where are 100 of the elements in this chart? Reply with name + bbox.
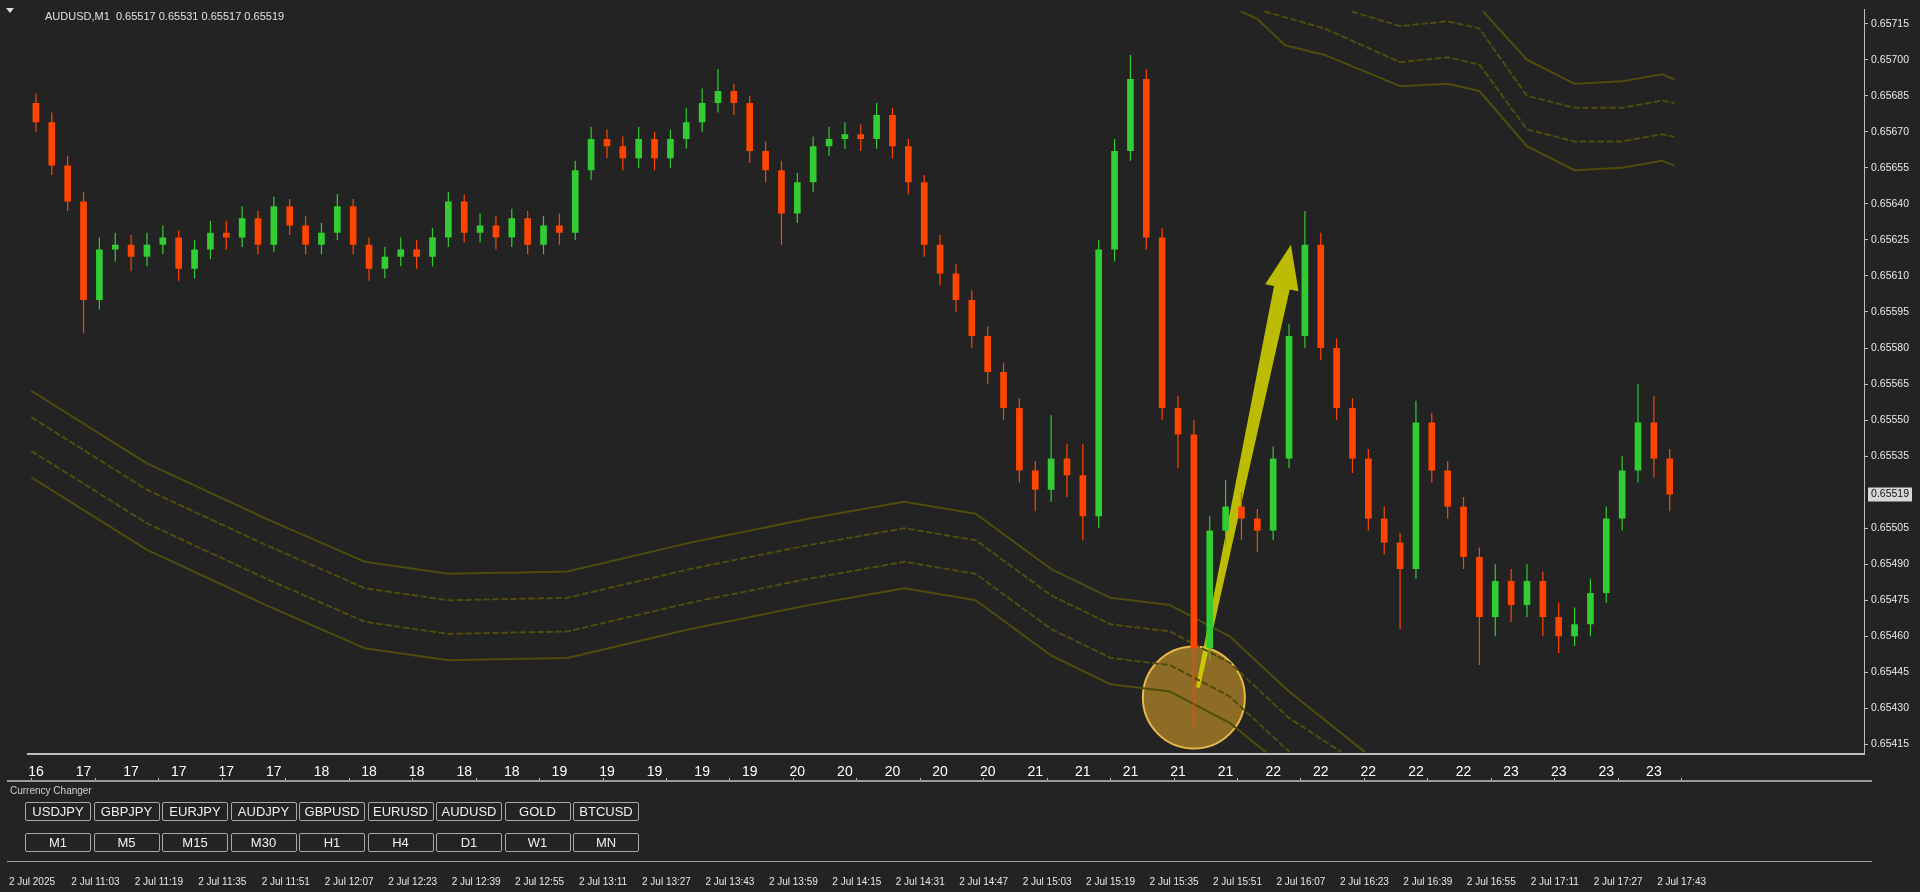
x-tick-label: 2 Jul 16:07 bbox=[1276, 875, 1326, 887]
x-tick-label: 2 Jul 11:51 bbox=[261, 875, 311, 887]
toggle-button: M15 bbox=[162, 833, 228, 852]
candlestick bbox=[1555, 602, 1563, 654]
y-tick-label: 0.65490 bbox=[1871, 557, 1910, 570]
y-tick-label: 0.65670 bbox=[1871, 124, 1910, 137]
x-tick-label: 2 Jul 13:59 bbox=[768, 875, 819, 887]
candlestick bbox=[127, 234, 135, 272]
x-tick-label: 2 Jul 15:35 bbox=[1149, 875, 1199, 887]
candlestick bbox=[191, 239, 198, 279]
candlestick bbox=[286, 198, 294, 236]
y-tick-label: 0.65595 bbox=[1871, 304, 1910, 317]
candlestick bbox=[207, 220, 214, 260]
x2-tick-label: 17 bbox=[75, 763, 92, 780]
y-tick-label: 0.65640 bbox=[1871, 196, 1910, 209]
x-tick-label: 2 Jul 17:11 bbox=[1530, 875, 1580, 887]
x2-tick-label: 17 bbox=[123, 763, 140, 780]
toggle-button: AUDUSD bbox=[436, 802, 502, 821]
y-tick-label: 0.65580 bbox=[1871, 340, 1910, 353]
x2-tick-label: 22 bbox=[1455, 763, 1472, 780]
x2-tick-label: 19 bbox=[646, 763, 663, 780]
y-tick-label: 0.65550 bbox=[1871, 412, 1910, 425]
y-tick-label: 0.65505 bbox=[1871, 521, 1910, 534]
text: Currency Changer bbox=[10, 785, 92, 796]
x-tick-label: 2 Jul 14:31 bbox=[895, 875, 946, 887]
candlestick bbox=[1571, 606, 1578, 647]
x-tick-label: 2 Jul 11:19 bbox=[134, 875, 184, 887]
x-tick-label: 2 Jul 17:27 bbox=[1593, 875, 1644, 887]
candlestick bbox=[238, 205, 246, 248]
line-series bbox=[1264, 10, 1675, 143]
x-tick-label: 2 Jul 15:19 bbox=[1086, 875, 1136, 887]
x2-tick-label: 18 bbox=[313, 763, 330, 780]
x-tick-label: 2 Jul 15:51 bbox=[1213, 875, 1263, 887]
x-tick-label: 2 Jul 12:07 bbox=[324, 875, 375, 887]
candlestick bbox=[111, 232, 119, 263]
x2-tick-label: 20 bbox=[932, 763, 949, 780]
x-tick-label: 2 Jul 12:55 bbox=[515, 875, 565, 887]
x2-tick-label: 18 bbox=[361, 763, 378, 780]
candlestick bbox=[651, 131, 658, 171]
line-series bbox=[1351, 10, 1675, 109]
candlestick bbox=[413, 239, 420, 270]
x2-tick-label: 22 bbox=[1265, 763, 1282, 780]
toggle-button: EURJPY bbox=[162, 802, 228, 821]
candlestick bbox=[381, 246, 389, 279]
y-tick-label: 0.65565 bbox=[1871, 376, 1910, 389]
x-tick-label: 2 Jul 17:43 bbox=[1657, 875, 1707, 887]
x2-tick-label: 23 bbox=[1503, 763, 1520, 780]
candlestick bbox=[682, 107, 690, 150]
x-tick-label: 2 Jul 11:35 bbox=[198, 875, 247, 887]
candlestick bbox=[143, 232, 151, 267]
x2-tick-label: 22 bbox=[1360, 763, 1377, 780]
toggle-button: M30 bbox=[230, 833, 297, 852]
x2-tick-label: 22 bbox=[1408, 763, 1424, 780]
toggle-button: W1 bbox=[504, 833, 571, 852]
toggle-button: EURUSD bbox=[367, 802, 434, 821]
x2-tick-label: 17 bbox=[170, 763, 187, 780]
x2-tick-label: 16 bbox=[28, 763, 44, 780]
x-tick-label: 2 Jul 13:27 bbox=[641, 875, 692, 887]
y-tick-label: 0.65625 bbox=[1871, 232, 1910, 245]
text: 0.65519 bbox=[1871, 487, 1910, 500]
x2-tick-label: 21 bbox=[1217, 763, 1234, 780]
candlestick bbox=[508, 208, 516, 248]
x2-tick-label: 18 bbox=[408, 763, 425, 780]
x-tick-label: 2 Jul 15:03 bbox=[1022, 875, 1073, 887]
toggle-button: GOLD bbox=[504, 802, 571, 821]
toggle-button: USDJPY bbox=[25, 802, 91, 821]
x-tick-label: 2 Jul 13:43 bbox=[705, 875, 755, 887]
candlestick bbox=[1031, 460, 1039, 512]
x2-tick-label: 23 bbox=[1598, 763, 1615, 780]
candlestick bbox=[1253, 508, 1261, 553]
toggle-button: M1 bbox=[25, 833, 91, 852]
toggle-button: BTCUSD bbox=[573, 802, 639, 821]
x2-tick-label: 19 bbox=[551, 763, 568, 780]
y-tick-label: 0.65430 bbox=[1871, 701, 1910, 714]
x2-tick-label: 17 bbox=[266, 763, 282, 780]
x2-tick-label: 22 bbox=[1312, 763, 1329, 780]
x2-tick-label: 19 bbox=[599, 763, 615, 780]
x-tick-label: 2 Jul 13:11 bbox=[578, 875, 628, 887]
candlestick bbox=[302, 215, 309, 255]
candlestick bbox=[714, 68, 722, 114]
candlestick bbox=[397, 236, 405, 267]
x-tick-label: 2 Jul 12:39 bbox=[451, 875, 501, 887]
y-tick-label: 0.65700 bbox=[1871, 52, 1910, 65]
y-tick-label: 0.65655 bbox=[1871, 160, 1910, 173]
x2-tick-label: 21 bbox=[1075, 763, 1091, 780]
candlestick bbox=[540, 215, 547, 255]
candlestick bbox=[1238, 491, 1245, 541]
candlestick bbox=[635, 126, 643, 169]
x-tick-label: 2 Jul 16:55 bbox=[1466, 875, 1517, 887]
x-tick-label: 2 Jul 16:39 bbox=[1403, 875, 1453, 887]
toggle-button: AUDJPY bbox=[230, 802, 297, 821]
candlestick bbox=[619, 136, 627, 171]
candlestick bbox=[730, 83, 738, 116]
x2-tick-label: 18 bbox=[504, 763, 520, 780]
y-tick-label: 0.65460 bbox=[1871, 629, 1910, 642]
y-tick-label: 0.65535 bbox=[1871, 449, 1910, 462]
y-tick-label: 0.65610 bbox=[1871, 268, 1910, 281]
toggle-button: M5 bbox=[93, 833, 160, 852]
y-tick-label: 0.65415 bbox=[1871, 737, 1910, 750]
chart-title: AUDUSD,M1 0.65517 0.65531 0.65517 0.65519 bbox=[45, 10, 285, 23]
